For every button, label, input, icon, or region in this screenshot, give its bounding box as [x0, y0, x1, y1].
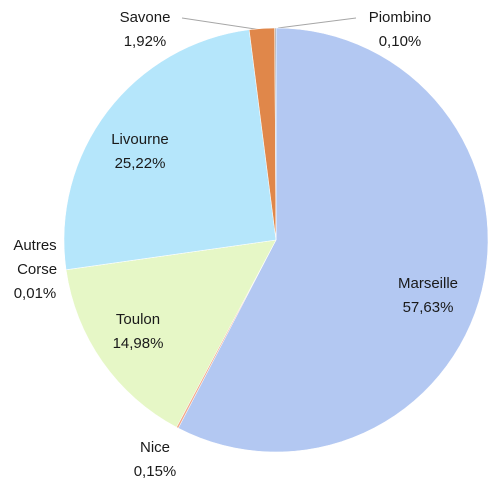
slice-value-label: 25,22%	[115, 155, 166, 172]
slice-label: Nice	[140, 439, 170, 456]
slice-value-label: 0,15%	[134, 463, 177, 480]
slice-value-label: 1,92%	[124, 33, 167, 50]
slice-label: Autres Corse	[13, 237, 57, 278]
leader-line	[181, 17, 263, 31]
pie-slice	[274, 27, 277, 241]
slice-label: Savone	[120, 9, 171, 26]
slice-value-label: 0,10%	[379, 33, 422, 50]
slice-value-label: 0,01%	[14, 285, 57, 302]
slice-label: Livourne	[111, 131, 169, 148]
slice-value-label: 57,63%	[403, 299, 454, 316]
slice-label: Piombino	[369, 9, 432, 26]
slice-label: Toulon	[116, 311, 160, 328]
pie-slice	[177, 27, 488, 453]
pie-slice	[65, 239, 277, 428]
leader-line	[277, 17, 357, 29]
slice-label: Marseille	[398, 275, 458, 292]
slice-value-label: 14,98%	[113, 335, 164, 352]
pie-slice	[63, 29, 277, 270]
